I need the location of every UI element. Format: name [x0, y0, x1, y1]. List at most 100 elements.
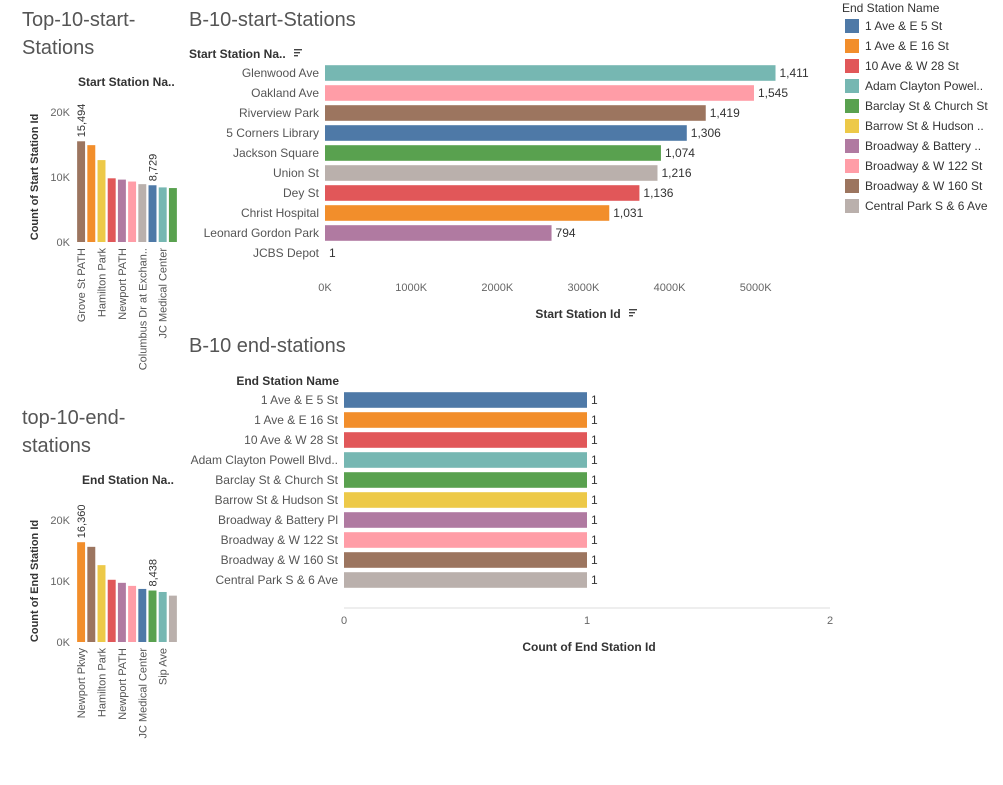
x-tick-label: 3000K: [568, 282, 600, 294]
data-label: 1: [591, 493, 598, 507]
color-legend[interactable]: End Station Name 1 Ave & E 5 St 1 Ave & E…: [842, 0, 1002, 216]
y-tick-label: 5 Corners Library: [226, 126, 319, 140]
x-tick-label: Newport PATH: [117, 648, 129, 720]
y-tick-label: 1 Ave & E 16 St: [254, 413, 339, 427]
legend-swatch: [845, 159, 859, 173]
bar: [87, 546, 96, 642]
legend-item[interactable]: Barclay St & Church St: [842, 96, 1002, 116]
header-sort-icon[interactable]: [294, 49, 302, 57]
bar: [158, 187, 167, 242]
data-label: 1: [591, 453, 598, 467]
bar: [325, 125, 687, 141]
bar: [325, 225, 552, 241]
data-label: 8,438: [148, 559, 160, 587]
data-label: 1,306: [691, 126, 721, 140]
x-tick-label: 5000K: [740, 282, 772, 294]
chart-b10-end-stations: End Station Name 1 Ave & E 5 St 1 1 Ave & E…: [191, 374, 833, 654]
y-tick-label: Barrow St & Hudson St: [215, 493, 339, 507]
data-label: 1,545: [758, 86, 788, 100]
data-label: 15,494: [76, 104, 88, 138]
legend-item[interactable]: Broadway & W 122 St: [842, 156, 1002, 176]
title-top-start: Top-10-start- Stations: [22, 9, 136, 59]
bar: [325, 145, 661, 161]
x-tick-label: JC Medical Center: [158, 248, 170, 339]
data-label: 1: [591, 573, 598, 587]
bar: [325, 65, 776, 81]
y-tick-label: Broadway & W 122 St: [221, 533, 339, 547]
y-tick-label: Central Park S & 6 Ave: [215, 573, 338, 587]
legend-item[interactable]: Central Park S & 6 Ave: [842, 196, 1002, 216]
data-label: 1: [591, 473, 598, 487]
x-tick-label: Newport Pkwy: [76, 648, 88, 719]
bar: [344, 552, 587, 568]
data-label: 1: [591, 433, 598, 447]
bar: [158, 591, 167, 642]
bar: [325, 85, 754, 101]
legend-swatch: [845, 119, 859, 133]
legend-swatch: [845, 39, 859, 53]
legend-item[interactable]: Adam Clayton Powel..: [842, 76, 1002, 96]
x-axis-label: Count of End Station Id: [522, 640, 655, 654]
y-tick-label: Broadway & W 160 St: [221, 553, 339, 567]
data-label: 1,074: [665, 146, 695, 160]
data-label: 1: [329, 246, 336, 260]
legend-item[interactable]: 10 Ave & W 28 St: [842, 56, 1002, 76]
bar: [117, 582, 126, 642]
x-tick-label: Columbus Dr at Exchan..: [137, 248, 149, 370]
y-tick-label: Dey St: [283, 186, 320, 200]
bar: [344, 472, 587, 488]
bar: [344, 532, 587, 548]
x-tick-label: 0K: [318, 282, 332, 294]
legend-item[interactable]: 1 Ave & E 5 St: [842, 16, 1002, 36]
title-b10-end: B-10 end-stations: [189, 335, 346, 357]
data-label: 1,419: [710, 106, 740, 120]
bar: [87, 145, 96, 242]
axis-sort-icon[interactable]: [629, 309, 637, 317]
legend-label: Barclay St & Church St: [865, 99, 988, 113]
legend-title: End Station Name: [842, 1, 940, 15]
bar: [344, 572, 587, 588]
y-tick-label: Barclay St & Church St: [215, 473, 338, 487]
x-tick-label: 4000K: [654, 282, 686, 294]
y-tick-label: 10K: [50, 172, 70, 184]
bar: [325, 185, 640, 201]
x-axis-label: Start Station Id: [535, 307, 620, 321]
legend-item[interactable]: Barrow St & Hudson ..: [842, 116, 1002, 136]
legend-item[interactable]: Broadway & Battery ..: [842, 136, 1002, 156]
legend-items: 1 Ave & E 5 St 1 Ave & E 16 St 10 Ave & W …: [842, 16, 1002, 216]
y-tick-label: 10 Ave & W 28 St: [244, 433, 338, 447]
data-label: 1: [591, 393, 598, 407]
legend-label: 1 Ave & E 5 St: [865, 19, 943, 33]
y-axis-label: Count of End Station Id: [29, 520, 41, 642]
y-tick-label: 1 Ave & E 5 St: [261, 393, 339, 407]
data-label: 16,360: [76, 505, 88, 539]
y-tick-label: Oakland Ave: [251, 86, 319, 100]
legend-item[interactable]: Broadway & W 160 St: [842, 176, 1002, 196]
x-tick-label: Grove St PATH: [76, 248, 88, 322]
y-tick-label: 10K: [50, 576, 70, 588]
legend-swatch: [845, 179, 859, 193]
bar: [344, 412, 587, 428]
y-tick-label: JCBS Depot: [253, 246, 320, 260]
bar: [107, 178, 116, 242]
legend-label: Broadway & W 122 St: [865, 159, 983, 173]
legend-swatch: [845, 59, 859, 73]
legend-label: Barrow St & Hudson ..: [865, 119, 984, 133]
legend-label: Broadway & Battery ..: [865, 139, 982, 153]
bar: [77, 141, 86, 242]
bar: [128, 181, 137, 242]
data-label: 1,031: [613, 206, 643, 220]
bar: [138, 184, 147, 242]
legend-swatch: [845, 19, 859, 33]
bar: [325, 205, 610, 221]
sort-bar: [629, 315, 633, 317]
x-tick-label: 1000K: [395, 282, 427, 294]
legend-item[interactable]: 1 Ave & E 16 St: [842, 36, 1002, 56]
data-label: 794: [556, 226, 576, 240]
legend-label: Broadway & W 160 St: [865, 179, 983, 193]
legend-label: Adam Clayton Powel..: [865, 79, 984, 93]
y-tick-label: 20K: [50, 107, 70, 119]
y-tick-label: Christ Hospital: [241, 206, 319, 220]
legend-label: Central Park S & 6 Ave: [865, 199, 988, 213]
bar: [168, 595, 177, 642]
